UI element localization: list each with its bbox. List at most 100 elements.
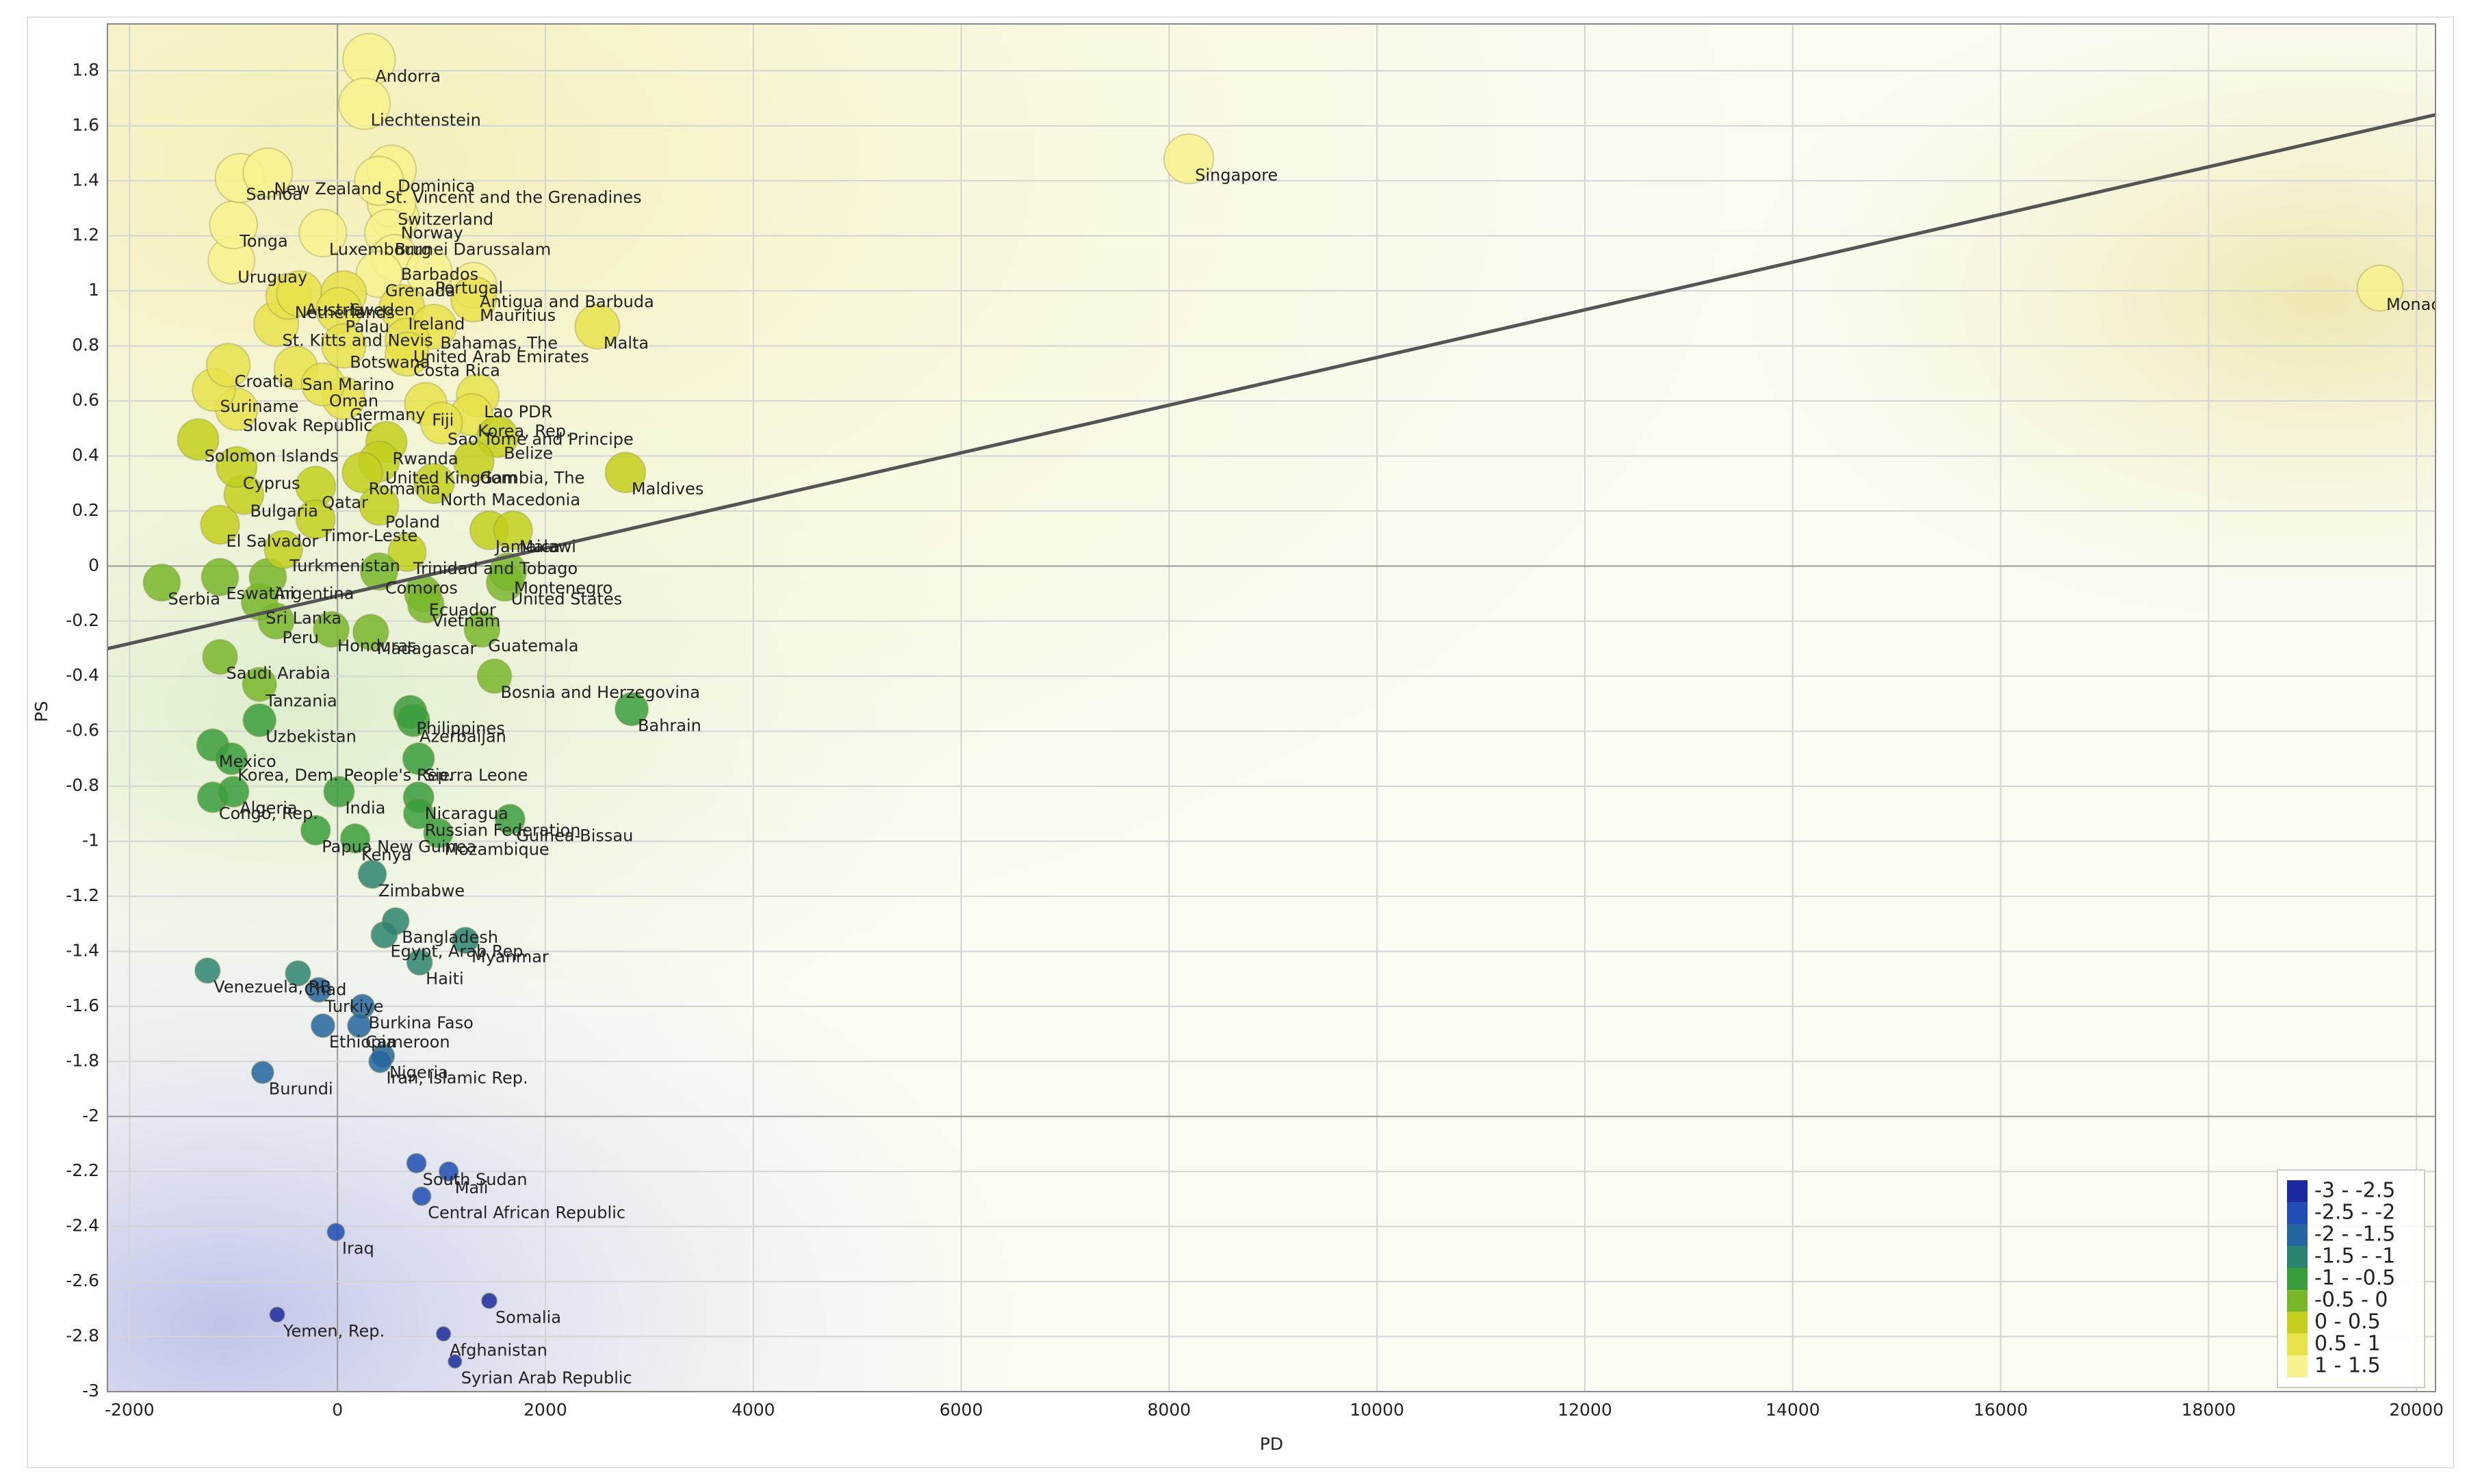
legend-swatch [2287,1290,2308,1312]
x-tick-label: 8000 [1148,1400,1191,1420]
y-tick-label: -2.4 [66,1216,99,1236]
legend-swatch [2287,1268,2308,1290]
background [107,24,2436,1392]
bubble [402,742,435,775]
point-label: Grenada [385,281,456,300]
point-label: Madagascar [377,639,477,658]
point-label: Guinea-Bissau [516,826,633,845]
bubble [263,530,303,569]
bubble [385,331,430,377]
point-label: Cameroon [365,1032,450,1052]
bubble [359,552,399,591]
point-label: Jamaica [494,537,560,556]
legend: -3 - -2.5-2.5 - -2-2 - -1.5-1.5 - -1-1 -… [2277,1169,2425,1388]
y-tick-label: 0.8 [72,335,99,355]
point-label: Yemen, Rep. [283,1321,385,1340]
point-label: Sweden [350,300,415,320]
y-tick-label: -2.2 [66,1160,99,1180]
point-label: Mexico [219,752,276,771]
bubble [452,440,495,483]
y-axis-title: PS [31,701,51,723]
point-label: Norway [401,224,463,243]
point-label: Belize [504,443,553,463]
point-label: Monaco [2386,295,2450,314]
bubble [142,563,181,602]
x-tick-label: 10000 [1349,1400,1404,1420]
point-label: Switzerland [398,209,493,229]
bubble [215,742,248,775]
x-tick-label: 4000 [732,1400,775,1420]
point-label: Guatemala [488,636,578,655]
legend-swatch [2287,1224,2308,1246]
y-tick-label: -1.6 [66,995,99,1015]
bubble [269,1306,285,1323]
y-tick-label: -3 [82,1381,99,1401]
point-label: India [345,798,385,818]
legend-label: 1 - 1.5 [2314,1354,2381,1378]
legend-label: 0 - 0.5 [2314,1310,2381,1334]
bubble [341,452,383,493]
x-tick-label: 20000 [2389,1400,2444,1420]
point-label: Ireland [408,314,465,333]
point-label: Venezuela, RB [214,978,331,997]
point-label: Qatar [322,493,368,512]
point-label: El Salvador [227,532,319,551]
point-label: Liechtenstein [371,111,481,130]
point-label: Gambia, The [480,469,584,488]
point-label: Montenegro [514,578,612,597]
point-label: Suriname [220,397,298,416]
point-label: Egypt, Arab Rep. [391,941,529,961]
point-label: North Macedonia [440,491,580,510]
bubble [250,1060,274,1084]
y-tick-label: 0 [88,555,99,575]
point-label: Timor-Leste [321,526,417,545]
point-label: Botswana [350,353,430,372]
point-label: Eswatini [227,584,295,603]
bubble [406,948,433,976]
legend-swatch [2287,1312,2308,1333]
point-label: Papua New Guinea [322,837,476,856]
x-tick-label: 2000 [524,1400,567,1420]
point-label: Maldives [632,480,703,499]
point-label: Fiji [432,411,454,430]
y-tick-label: 0.2 [72,500,99,520]
bubble [614,692,649,727]
point-label: Costa Rica [413,361,500,380]
bubble [300,362,346,407]
bubble [574,303,621,350]
y-tick-label: -0.6 [66,720,99,740]
bubble [370,921,398,949]
point-label: Malawi [519,537,576,556]
point-label: Brunei Darussalam [395,240,552,259]
bubble [321,323,367,369]
point-labels: Andorra Liechtenstein Singapore Monaco Malta… [168,66,2450,1387]
point-label: Lao PDR [484,402,552,421]
bubble [359,485,400,526]
point-label: Solomon Islands [205,446,339,465]
point-label: United States [511,589,623,608]
y-tick-label: 1 [88,280,99,300]
bubble [202,638,238,675]
point-label: Central African Republic [428,1203,625,1222]
point-label: Peru [283,628,319,647]
bubble [402,798,435,830]
point-label: Rwanda [393,449,458,468]
bubble [480,1292,498,1310]
bubble [489,552,528,591]
bubble [201,558,240,597]
point-label: United Arab Emirates [413,348,589,367]
bubble [352,614,389,651]
bubble [387,532,427,572]
point-label: Uzbekistan [266,727,357,746]
point-label: Philippines [416,719,504,738]
point-label: Korea, Dem. People's Rep. [237,766,453,785]
y-tick-label: -2.6 [66,1271,99,1290]
point-label: Myanmar [472,947,549,966]
bubble [354,155,404,206]
point-label: Azerbaijan [419,727,506,746]
y-tick-label: 1.8 [72,60,99,79]
point-label: Somalia [495,1307,561,1327]
bubble [419,401,463,445]
bubble [450,276,498,323]
